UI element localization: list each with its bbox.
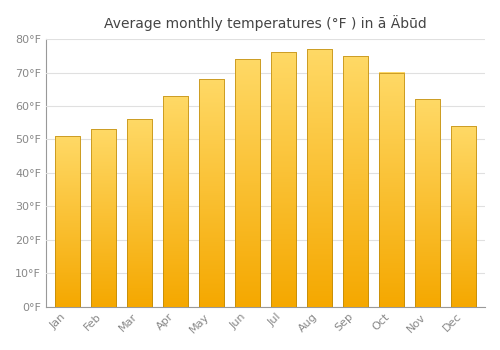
Bar (127, 119, 152, 307)
Title: Average monthly temperatures (°F ) in ā Äbūd: Average monthly temperatures (°F ) in ā … (104, 15, 427, 31)
Bar (307, 49, 332, 307)
Bar (199, 79, 224, 307)
Bar (343, 56, 368, 307)
Bar (235, 59, 260, 307)
Bar (451, 126, 476, 307)
Bar (379, 72, 404, 307)
Bar (163, 96, 188, 307)
Bar (415, 99, 440, 307)
Bar (91, 130, 116, 307)
Bar (55, 136, 80, 307)
Bar (271, 52, 296, 307)
